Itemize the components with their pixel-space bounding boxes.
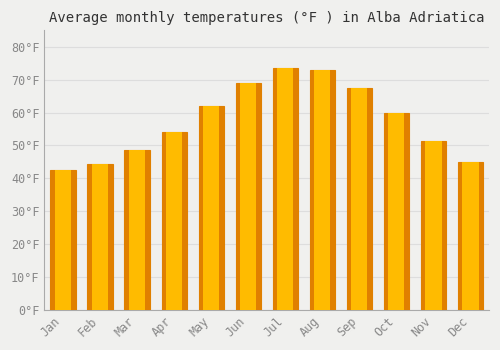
- Bar: [425, 140, 442, 310]
- Bar: [129, 150, 145, 310]
- Bar: [88, 163, 112, 310]
- Bar: [458, 162, 483, 310]
- Bar: [314, 70, 330, 310]
- Bar: [166, 132, 182, 310]
- Title: Average monthly temperatures (°F ) in Alba Adriatica: Average monthly temperatures (°F ) in Al…: [49, 11, 484, 25]
- Bar: [203, 106, 220, 310]
- Bar: [50, 170, 76, 310]
- Bar: [92, 163, 108, 310]
- Bar: [277, 68, 293, 310]
- Bar: [272, 68, 298, 310]
- Bar: [384, 113, 409, 310]
- Bar: [240, 83, 256, 310]
- Bar: [462, 162, 478, 310]
- Bar: [346, 88, 372, 310]
- Bar: [198, 106, 224, 310]
- Bar: [124, 150, 150, 310]
- Bar: [420, 140, 446, 310]
- Bar: [310, 70, 335, 310]
- Bar: [236, 83, 261, 310]
- Bar: [351, 88, 368, 310]
- Bar: [162, 132, 186, 310]
- Bar: [388, 113, 404, 310]
- Bar: [55, 170, 71, 310]
